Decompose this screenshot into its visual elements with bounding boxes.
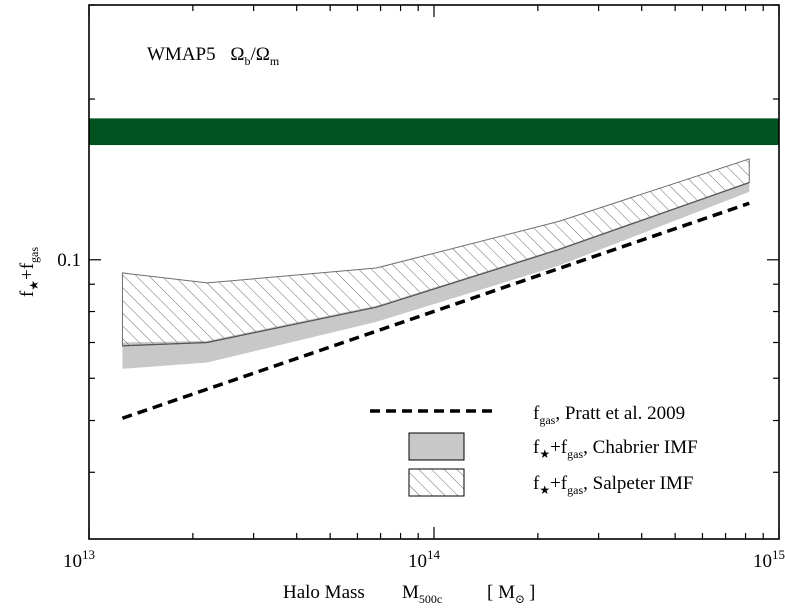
y-axis-label-f: f xyxy=(17,290,38,297)
legend: fgas, Pratt et al. 2009 f★+fgas, Chabrie… xyxy=(370,403,698,497)
legend-swatch-chabrier xyxy=(408,432,465,461)
legend-label-chabrier-sym: f xyxy=(533,437,540,458)
x-tick-label: 1015 xyxy=(753,547,785,572)
x-axis-label-sub: 500c xyxy=(419,592,442,606)
legend-label-salpeter-rest: , Salpeter IMF xyxy=(583,473,693,494)
wmap-label-slash-omega: /Ω xyxy=(251,44,270,65)
legend-label-pratt-rest: , Pratt et al. 2009 xyxy=(555,403,685,424)
y-axis-label: f★+fgas xyxy=(17,247,41,297)
legend-label-chabrier: f★+fgas, Chabrier IMF xyxy=(533,437,698,461)
salpeter-band-lower-edge xyxy=(122,182,750,347)
legend-label-pratt: fgas, Pratt et al. 2009 xyxy=(533,403,685,427)
x-axis-label-unit-sub: ⊙ xyxy=(515,592,525,606)
x-tick-label-exponent: 15 xyxy=(772,547,785,562)
legend-label-chabrier-sub-star: ★ xyxy=(539,447,550,461)
x-axis-label-unit-open: [ M xyxy=(487,582,515,603)
fgas-pratt-2009-line xyxy=(121,201,750,420)
x-tick-label-exponent: 13 xyxy=(82,547,95,562)
wmap5-baryon-fraction-band xyxy=(89,118,779,146)
x-axis-label-unit-close: ] xyxy=(529,582,535,603)
legend-label-chabrier-rest: , Chabrier IMF xyxy=(583,437,698,458)
x-axis-label: Halo Mass M500c [ M⊙] xyxy=(283,582,535,608)
legend-label-pratt-sub: gas xyxy=(539,413,555,427)
y-axis-label-sub-star: ★ xyxy=(27,280,41,291)
legend-label-salpeter-sym: f xyxy=(533,473,540,494)
wmap-label-omega-b: Ω xyxy=(230,44,244,65)
y-tick-label: 0.1 xyxy=(57,250,81,271)
x-axis-label-prefix: Halo Mass xyxy=(283,582,365,603)
legend-label-chabrier-mid: +f xyxy=(550,437,568,458)
legend-label-salpeter: f★+fgas, Salpeter IMF xyxy=(533,473,693,497)
y-axis-label-plus-f: +f xyxy=(17,262,38,280)
legend-label-pratt-sym: f xyxy=(533,403,540,424)
legend-swatch-salpeter xyxy=(408,468,465,497)
wmap-label-sub-b: b xyxy=(245,54,251,68)
x-tick-label: 1014 xyxy=(408,547,441,572)
x-axis-label-symbol: M xyxy=(402,582,419,603)
x-tick-label-mantissa: 10 xyxy=(408,551,427,572)
wmap-label: WMAP5 Ωb/Ωm xyxy=(147,44,280,68)
x-tick-label: 1013 xyxy=(63,547,95,572)
x-tick-label-mantissa: 10 xyxy=(753,551,772,572)
legend-label-salpeter-mid: +f xyxy=(550,473,568,494)
legend-label-salpeter-sub-gas: gas xyxy=(567,483,583,497)
legend-label-salpeter-sub-star: ★ xyxy=(539,483,550,497)
plot-area xyxy=(89,118,779,420)
x-tick-label-exponent: 14 xyxy=(427,547,441,562)
x-tick-label-mantissa: 10 xyxy=(63,551,82,572)
y-axis-label-sub-gas: gas xyxy=(27,247,41,263)
chabrier-imf-band xyxy=(122,181,750,369)
legend-label-chabrier-sub-gas: gas xyxy=(567,447,583,461)
wmap-label-sub-m: m xyxy=(270,54,280,68)
wmap-label-name: WMAP5 xyxy=(147,44,216,65)
